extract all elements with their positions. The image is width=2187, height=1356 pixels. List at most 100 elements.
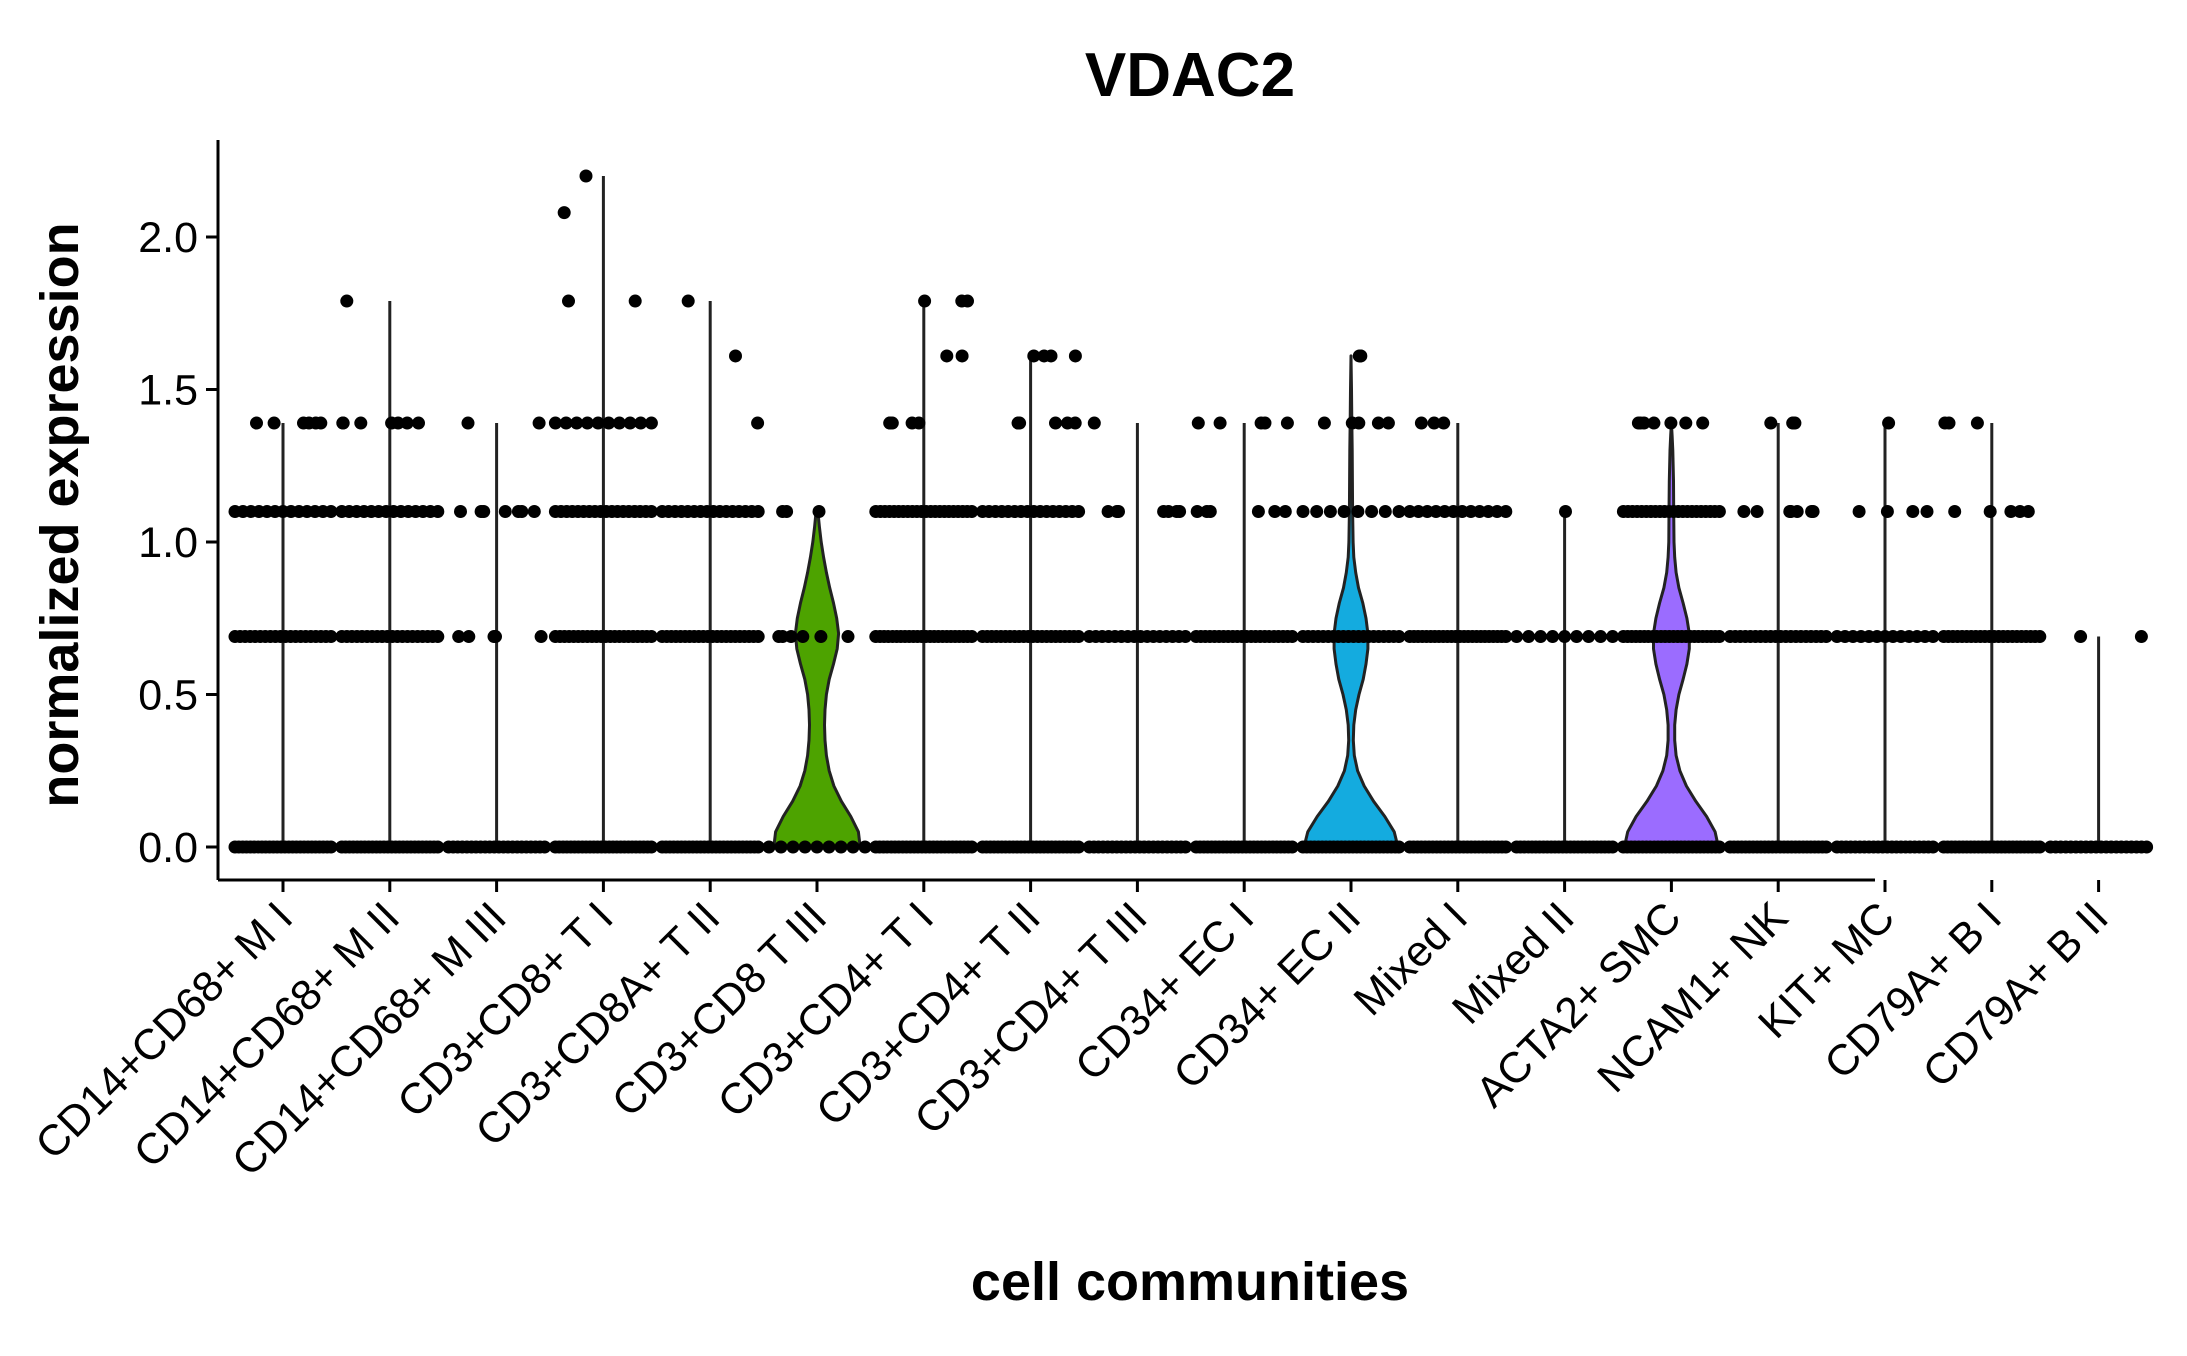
data-point (965, 840, 979, 854)
data-point (534, 630, 548, 644)
data-point (1061, 416, 1074, 430)
data-point (1110, 505, 1124, 518)
data-point (1570, 630, 1584, 644)
violin-group (442, 416, 552, 854)
data-point (1819, 630, 1833, 644)
data-point (1414, 416, 1428, 430)
data-point (1323, 505, 1337, 518)
violin-shape (772, 510, 862, 849)
violin-group (869, 294, 979, 854)
data-point (834, 840, 848, 854)
data-point (489, 630, 502, 644)
data-point (1783, 505, 1797, 518)
data-point (1178, 840, 1192, 854)
y-tick-label: 1.5 (138, 367, 198, 415)
data-point (634, 416, 648, 430)
data-point (644, 505, 658, 518)
data-point (250, 416, 263, 430)
data-point (1546, 630, 1560, 644)
violin-group (655, 294, 765, 854)
data-point (580, 416, 594, 430)
chart-title: VDAC2 (1085, 41, 1295, 110)
data-point (1737, 505, 1751, 518)
data-point (796, 630, 810, 644)
data-point (1251, 505, 1265, 518)
violin-group (548, 169, 658, 854)
data-point (1268, 505, 1282, 518)
data-point (612, 416, 626, 430)
data-point (1819, 840, 1833, 854)
data-point (477, 505, 491, 518)
data-point (841, 630, 855, 644)
data-point (1191, 416, 1205, 430)
data-point (1926, 840, 1940, 854)
data-point (1712, 840, 1726, 854)
data-point (955, 349, 969, 363)
data-point (1296, 505, 1310, 518)
violin-group (1403, 416, 1513, 854)
data-point (822, 840, 836, 854)
data-point (798, 840, 812, 854)
y-tick-label: 0.5 (138, 672, 198, 720)
violin-group (976, 349, 1086, 854)
data-point (336, 416, 350, 430)
y-tick-label: 1.0 (138, 519, 198, 567)
data-point (400, 416, 414, 430)
data-point (751, 840, 765, 854)
data-point (1594, 630, 1608, 644)
data-point (1392, 840, 1406, 854)
data-point (1522, 630, 1536, 644)
data-point (918, 294, 932, 308)
data-point (1582, 630, 1596, 644)
data-point (1278, 505, 1292, 518)
data-point (1072, 840, 1086, 854)
data-point (858, 840, 872, 854)
data-point (1013, 416, 1027, 430)
data-point (762, 840, 776, 854)
data-point (431, 505, 445, 518)
data-point (784, 630, 798, 644)
data-point (591, 416, 605, 430)
data-point (814, 630, 828, 644)
data-point (548, 416, 562, 430)
data-point (883, 416, 897, 430)
data-point (1880, 505, 1894, 518)
data-point (1392, 505, 1406, 518)
violin-group (1082, 416, 1192, 854)
data-point (431, 840, 445, 854)
data-point (452, 630, 466, 644)
data-point (905, 416, 919, 430)
data-point (1371, 416, 1385, 430)
data-point (1750, 505, 1764, 518)
data-point (1948, 505, 1962, 518)
data-point (1351, 505, 1365, 518)
data-point (786, 840, 800, 854)
data-point (751, 630, 765, 644)
violin-group (2044, 630, 2154, 854)
data-point (1647, 416, 1661, 430)
data-point (1510, 630, 1524, 644)
data-point (1381, 416, 1395, 430)
data-point (324, 505, 338, 518)
data-point (729, 349, 742, 363)
data-point (961, 294, 974, 308)
data-point (1254, 416, 1268, 430)
violin-group (1616, 416, 1726, 854)
data-point (461, 416, 475, 430)
data-point (1378, 505, 1392, 518)
violin-group (335, 294, 445, 854)
data-point (267, 416, 281, 430)
data-point (1365, 505, 1379, 518)
data-point (1352, 416, 1366, 430)
data-point (324, 840, 338, 854)
plot-area (228, 169, 2154, 854)
data-point (1679, 416, 1693, 430)
data-point (1213, 416, 1227, 430)
data-point (1317, 416, 1331, 430)
data-point (454, 505, 467, 518)
data-point (1068, 349, 1082, 363)
data-point (1337, 505, 1351, 518)
data-point (1072, 630, 1086, 644)
data-point (562, 294, 575, 308)
